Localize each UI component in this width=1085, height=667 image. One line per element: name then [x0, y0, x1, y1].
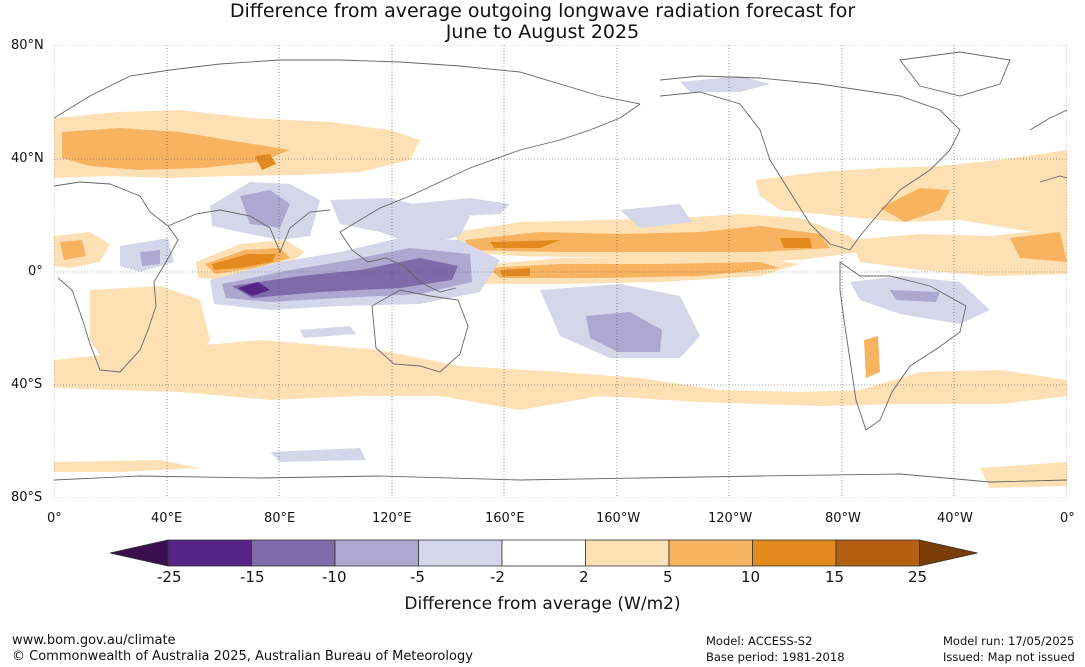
- coast-arabia-india: [167, 209, 331, 254]
- anomaly-negative-indian-ocean-peak: [238, 282, 270, 296]
- lat-label-40n: 40°N: [11, 151, 44, 166]
- anomaly-positive-usa-core: [880, 188, 950, 222]
- anomaly-positive-atlantic-core: [1010, 232, 1067, 262]
- anomaly-negative-npac: [410, 198, 510, 218]
- anomaly-positive-asia-core: [62, 128, 290, 170]
- anomaly-negative-npac2: [620, 204, 692, 228]
- coast-greenland: [899, 51, 1011, 97]
- colorbar-swatch: [418, 539, 503, 567]
- coast-europe: [1029, 109, 1067, 183]
- copyright-text: © Commonwealth of Australia 2025, Austra…: [12, 649, 473, 664]
- coastlines: [54, 51, 1067, 483]
- colorbar-tick: -2: [490, 568, 505, 586]
- colorbar-tick: 25: [908, 568, 928, 586]
- colorbar-tick: -15: [240, 568, 265, 586]
- colorbar-tick: 10: [741, 568, 761, 586]
- lat-label-40s: 40°S: [11, 377, 43, 392]
- coast-se-asia: [339, 231, 457, 293]
- anomaly-negative-south-patch: [270, 448, 366, 462]
- gridlines: [54, 45, 1067, 498]
- lon-label-80w: 80°W: [825, 511, 861, 526]
- colorbar-tick: -10: [322, 568, 347, 586]
- lon-label-0-east: 0°: [1060, 511, 1075, 526]
- anomaly-negative-spcz-core: [586, 312, 662, 352]
- anomaly-negative-amazon-core: [890, 290, 940, 302]
- anomaly-positive-south-band: [54, 340, 1067, 410]
- colorbar-swatch: [167, 539, 252, 567]
- colorbar: [109, 539, 978, 567]
- lon-label-160e: 160°E: [485, 511, 525, 526]
- lon-label-40e: 40°E: [151, 511, 183, 526]
- colorbar-swatch: [585, 539, 670, 567]
- lon-label-0: 0°: [47, 511, 62, 526]
- lat-label-80s: 80°S: [11, 490, 43, 505]
- lon-label-40w: 40°W: [937, 511, 973, 526]
- coast-north-america: [659, 75, 961, 251]
- coast-antarctica: [54, 473, 1067, 483]
- anomaly-positive-antarctic-edge: [54, 460, 200, 472]
- anomaly-positive-pacific-equator-peak: [500, 268, 530, 276]
- anomaly-positive-pacific-north-peak: [490, 240, 560, 248]
- model-run-text: Model run: 17/05/2025: [943, 634, 1075, 648]
- colorbar-swatch: [501, 539, 586, 567]
- coast-east-asia: [339, 103, 641, 233]
- website-text: www.bom.gov.au/climate: [12, 633, 176, 648]
- colorbar-tick: 15: [825, 568, 845, 586]
- anomaly-negative-india-core: [240, 190, 290, 228]
- anomaly-positive-pacific-north-peak2: [780, 238, 812, 248]
- colorbar-swatch: [835, 539, 920, 567]
- colorbar-swatch: [752, 539, 837, 567]
- lon-label-160w: 160°W: [596, 511, 641, 526]
- anomaly-positive-pacific-equator-core: [488, 262, 780, 278]
- colorbar-tick: -5: [410, 568, 425, 586]
- lon-label-120e: 120°E: [372, 511, 412, 526]
- anomaly-positive-pacific-north-core: [465, 226, 830, 252]
- anomaly-negative-africa-core: [140, 250, 160, 266]
- anomaly-positive-arabia-core: [60, 240, 86, 260]
- anomaly-positive-arabiansea-peak: [212, 254, 276, 270]
- colorbar-units-label: Difference from average (W/m2): [404, 594, 681, 614]
- issued-text: Issued: Map not issued: [943, 650, 1075, 664]
- model-text: Model: ACCESS-S2: [706, 634, 813, 648]
- coast-south-america: [839, 261, 967, 431]
- lat-label-0: 0°: [28, 264, 43, 279]
- colorbar-tick: -25: [157, 568, 182, 586]
- lat-label-80n: 80°N: [11, 38, 44, 53]
- colorbar-extend-low: [109, 539, 169, 567]
- colorbar-swatch: [668, 539, 753, 567]
- anomaly-negative-indian-ocean-core: [232, 258, 458, 298]
- colorbar-extend-high: [919, 539, 978, 567]
- anomaly-positive-patagonia-core: [864, 336, 880, 378]
- anomaly-negative-ind-south: [300, 326, 356, 338]
- lon-label-120w: 120°W: [708, 511, 753, 526]
- colorbar-tick: 5: [663, 568, 673, 586]
- coast-eurasia-north: [54, 59, 641, 119]
- colorbar-swatch: [251, 539, 336, 567]
- colorbar-tick: 2: [579, 568, 589, 586]
- colorbar-swatch: [334, 539, 419, 567]
- coast-australia: [371, 289, 469, 373]
- anomaly-negative-arctic: [680, 76, 770, 92]
- anomaly-field: [54, 45, 1067, 498]
- map-title-line1: Difference from average outgoing longwav…: [229, 0, 856, 22]
- lon-label-80e: 80°E: [264, 511, 296, 526]
- anomaly-positive-himalaya: [255, 154, 276, 170]
- map-title-line2: June to August 2025: [445, 21, 640, 43]
- coast-africa: [54, 181, 179, 373]
- base-period-text: Base period: 1981-2018: [706, 650, 845, 664]
